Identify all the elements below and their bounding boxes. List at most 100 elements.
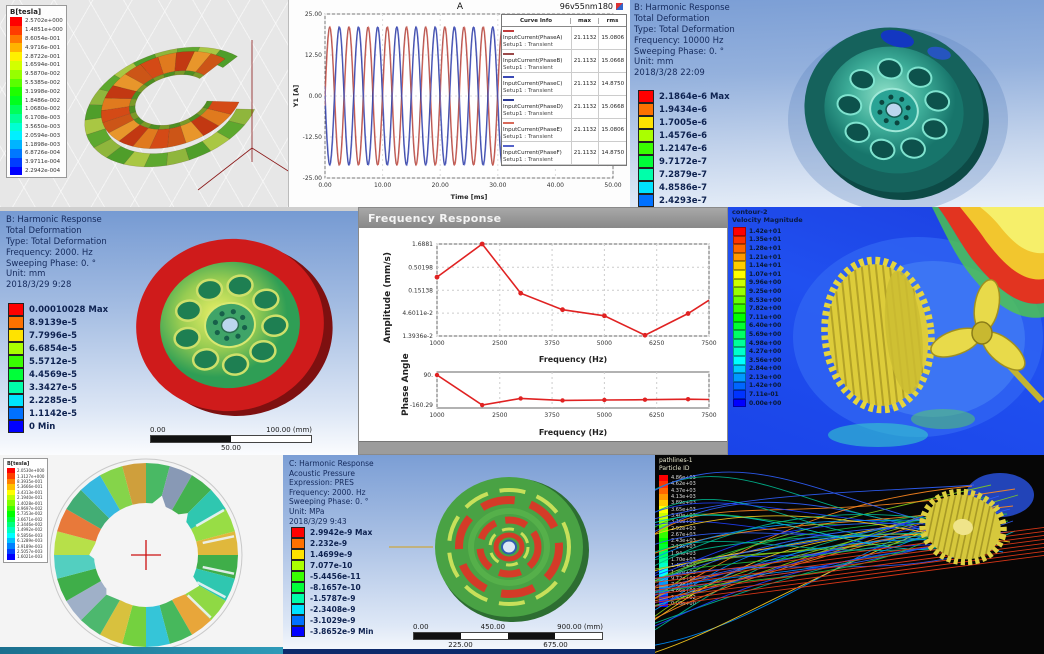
svg-text:30.00: 30.00 bbox=[489, 182, 506, 189]
svg-text:10.00: 10.00 bbox=[374, 182, 391, 189]
curve-color-sample bbox=[503, 75, 514, 78]
color-swatch bbox=[659, 556, 668, 564]
scale-bar: 0.00 450.00 900.00 (mm) 225.00 675.00 bbox=[413, 623, 603, 649]
legend-value: 3.6671e-002 bbox=[17, 516, 43, 522]
color-swatch bbox=[638, 142, 654, 155]
color-swatch bbox=[10, 122, 22, 132]
color-swatch bbox=[733, 355, 746, 365]
svg-text:2500: 2500 bbox=[492, 340, 507, 347]
legend-value: 2.8722e-001 bbox=[25, 53, 61, 60]
col-max: max bbox=[570, 17, 598, 24]
scale-bar-segments bbox=[413, 632, 603, 640]
legend-value: 4.86e+03 bbox=[671, 475, 696, 482]
legend-value: 1.0680e-002 bbox=[25, 106, 61, 113]
legend-value: 5.5385e-002 bbox=[25, 79, 61, 86]
result-header-line: 2018/3/28 22:09 bbox=[634, 68, 705, 79]
color-swatch bbox=[733, 295, 746, 305]
legend-value: 7.11e-01 bbox=[749, 391, 779, 399]
legend-value: 4.98e+00 bbox=[749, 339, 782, 347]
result-header-line: Type: Total Deformation bbox=[634, 24, 735, 35]
color-swatch bbox=[659, 481, 668, 488]
color-swatch bbox=[733, 321, 746, 331]
result-header-line: Acoustic Pressure bbox=[289, 468, 355, 478]
curve-name: InputCurrent(PhaseC) bbox=[503, 81, 563, 88]
window-titlebar[interactable]: Frequency Response bbox=[359, 208, 727, 228]
legend-value: 4.9716e-001 bbox=[25, 44, 61, 51]
color-swatch bbox=[291, 560, 305, 571]
curve-info-table: Curve Info max rms InputCurrent(PhaseA) … bbox=[501, 14, 627, 166]
color-swatch bbox=[7, 478, 15, 485]
color-swatch bbox=[7, 494, 15, 501]
color-swatch bbox=[733, 304, 746, 313]
curve-table-header: Curve Info max rms bbox=[502, 15, 626, 27]
svg-text:Time [ms]: Time [ms] bbox=[451, 193, 488, 201]
color-swatch bbox=[733, 347, 746, 356]
pathlines-header-line: pathlines-1 bbox=[659, 457, 693, 464]
legend-value: 1.4992e-002 bbox=[17, 527, 43, 533]
legend-value: 4.37e+03 bbox=[671, 487, 696, 494]
legend-value: 3.4313e-001 bbox=[17, 489, 43, 495]
curve-name: InputCurrent(PhaseD) bbox=[503, 104, 563, 111]
color-swatch bbox=[638, 181, 654, 194]
result-header-line: Expression: PRES bbox=[289, 478, 354, 488]
color-swatch bbox=[638, 129, 654, 142]
curve-max: 21.1132 bbox=[570, 73, 599, 95]
legend-value: 4.27e+00 bbox=[749, 348, 782, 356]
legend-value: 1.42e+00 bbox=[749, 382, 782, 390]
svg-text:1.3936e-2: 1.3936e-2 bbox=[402, 333, 433, 340]
legend-value: 1.28e+01 bbox=[749, 244, 782, 252]
legend-value: 5.69e+00 bbox=[749, 330, 782, 338]
color-swatch bbox=[291, 615, 305, 626]
legend-value: 1.6594e-001 bbox=[25, 62, 61, 69]
legend-value: 6.40e+00 bbox=[749, 322, 782, 330]
color-swatch bbox=[7, 473, 15, 479]
color-swatch bbox=[638, 168, 654, 181]
legend-value: 3.56e+00 bbox=[749, 356, 782, 364]
color-swatch bbox=[659, 531, 668, 538]
color-swatch bbox=[659, 475, 668, 482]
color-swatch bbox=[733, 373, 746, 382]
legend-value: 7.82e+00 bbox=[749, 305, 782, 313]
color-swatch bbox=[659, 575, 668, 583]
legend-value: 1.14e+01 bbox=[749, 262, 782, 270]
svg-text:90.: 90. bbox=[423, 372, 433, 379]
legend-value: 9.7172e-7 bbox=[659, 156, 708, 167]
color-swatch bbox=[7, 511, 15, 517]
svg-text:1000: 1000 bbox=[429, 340, 444, 347]
legend-value: 2.9942e-9 Max bbox=[310, 528, 373, 537]
color-swatch bbox=[8, 407, 24, 420]
contour-header: contour-2 Velocity Magnitude bbox=[732, 208, 803, 225]
legend-value: 1.4851e+000 bbox=[25, 27, 63, 34]
streamlines-render bbox=[655, 471, 1044, 653]
color-swatch bbox=[8, 394, 24, 407]
legend-value: 5.5712e-5 bbox=[29, 356, 78, 367]
deformed-wheel-render bbox=[788, 27, 1008, 207]
color-swatch bbox=[7, 548, 15, 555]
svg-text:Y1 [A]: Y1 [A] bbox=[292, 85, 300, 108]
color-swatch bbox=[291, 582, 305, 593]
panel-frequency-response: Frequency Response 1.6881 0.50198 0.15138 4… bbox=[358, 207, 728, 455]
legend-values: 2.0530e+000 1.3127e+000 8.3935e-001 5.3666e… bbox=[7, 468, 44, 560]
scale-right: 900.00 (mm) bbox=[557, 623, 603, 631]
scale-bar: 0.00 100.00 (mm) 50.00 bbox=[150, 426, 312, 452]
svg-text:6250: 6250 bbox=[649, 340, 664, 347]
curve-name: InputCurrent(PhaseE) bbox=[503, 127, 563, 134]
legend-value: 6.6854e-5 bbox=[29, 343, 78, 354]
svg-text:20.00: 20.00 bbox=[432, 182, 449, 189]
color-swatch bbox=[291, 538, 305, 549]
curve-color-sample bbox=[503, 29, 514, 32]
curve-rms: 15.0806 bbox=[598, 119, 626, 141]
legend-value: 2.43e+03 bbox=[671, 538, 696, 545]
color-swatch bbox=[659, 563, 668, 570]
result-header-line: Total Deformation bbox=[6, 225, 82, 236]
legend-value: -3.1029e-9 bbox=[310, 616, 356, 625]
result-header-line: Total Deformation bbox=[634, 13, 710, 24]
curve-name-cell: InputCurrent(PhaseA) Setup1 : Transient bbox=[502, 27, 571, 49]
color-swatch bbox=[291, 571, 305, 582]
result-header-line: Type: Total Deformation bbox=[6, 236, 107, 247]
curve-max: 21.1132 bbox=[570, 119, 599, 141]
legend-value: 5.3666e-001 bbox=[17, 484, 43, 490]
svg-text:5000: 5000 bbox=[597, 412, 612, 419]
panel-current-waveforms: A 96v55nm180 0.00 10.00 20.00 30.00 40.00 50.… bbox=[288, 0, 631, 207]
contour-header-line: Velocity Magnitude bbox=[732, 215, 803, 224]
